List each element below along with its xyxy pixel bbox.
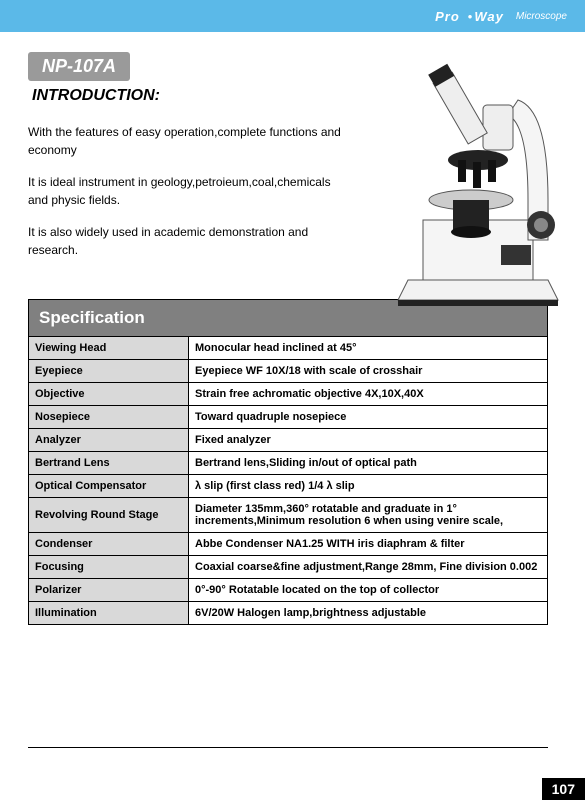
spec-label: Illumination (29, 602, 189, 625)
spec-row: Bertrand LensBertrand lens,Sliding in/ou… (29, 452, 548, 475)
intro-p2: It is ideal instrument in geology,petroi… (28, 173, 348, 209)
spec-label: Polarizer (29, 579, 189, 602)
spec-label: Revolving Round Stage (29, 498, 189, 533)
page-content: NP-107A INTRODUCTION: With the features … (0, 32, 585, 625)
spec-value: Abbe Condenser NA1.25 WITH iris diaphram… (189, 533, 548, 556)
spec-row: ObjectiveStrain free achromatic objectiv… (29, 383, 548, 406)
spec-row: Revolving Round StageDiameter 135mm,360°… (29, 498, 548, 533)
spec-value: 6V/20W Halogen lamp,brightness adjustabl… (189, 602, 548, 625)
spec-label: Analyzer (29, 429, 189, 452)
spec-value: Fixed analyzer (189, 429, 548, 452)
intro-p3: It is also widely used in academic demon… (28, 223, 348, 259)
spec-row: Viewing HeadMonocular head inclined at 4… (29, 337, 548, 360)
microscope-image (393, 50, 563, 310)
spec-value: Diameter 135mm,360° rotatable and gradua… (189, 498, 548, 533)
spec-row: Optical Compensatorλ slip (first class r… (29, 475, 548, 498)
spec-label: Optical Compensator (29, 475, 189, 498)
page-number: 107 (542, 778, 585, 800)
spec-row: EyepieceEyepiece WF 10X/18 with scale of… (29, 360, 548, 383)
spec-value: Coaxial coarse&fine adjustment,Range 28m… (189, 556, 548, 579)
spec-label: Nosepiece (29, 406, 189, 429)
spec-value: 0°-90° Rotatable located on the top of c… (189, 579, 548, 602)
spec-value: Bertrand lens,Sliding in/out of optical … (189, 452, 548, 475)
bottom-divider (28, 747, 548, 748)
brand-dot: • (468, 9, 473, 24)
intro-text: With the features of easy operation,comp… (28, 123, 348, 259)
spec-label: Objective (29, 383, 189, 406)
spec-value: Eyepiece WF 10X/18 with scale of crossha… (189, 360, 548, 383)
spec-label: Viewing Head (29, 337, 189, 360)
spec-value: λ slip (first class red) 1/4 λ slip (189, 475, 548, 498)
spec-label: Focusing (29, 556, 189, 579)
spec-value: Monocular head inclined at 45° (189, 337, 548, 360)
spec-row: AnalyzerFixed analyzer (29, 429, 548, 452)
spec-label: Bertrand Lens (29, 452, 189, 475)
intro-p1: With the features of easy operation,comp… (28, 123, 348, 159)
brand-sub: Microscope (516, 11, 567, 22)
spec-row: Illumination6V/20W Halogen lamp,brightne… (29, 602, 548, 625)
spec-row: FocusingCoaxial coarse&fine adjustment,R… (29, 556, 548, 579)
header-bar: Pro • Way Microscope (0, 0, 585, 32)
spec-label: Condenser (29, 533, 189, 556)
spec-value: Toward quadruple nosepiece (189, 406, 548, 429)
brand-left: Pro (435, 9, 460, 24)
brand-right: Way (474, 9, 504, 24)
spec-row: Polarizer0°-90° Rotatable located on the… (29, 579, 548, 602)
spec-table: Specification Viewing HeadMonocular head… (28, 299, 548, 625)
model-badge: NP-107A (28, 52, 130, 81)
spec-label: Eyepiece (29, 360, 189, 383)
spec-row: NosepieceToward quadruple nosepiece (29, 406, 548, 429)
spec-value: Strain free achromatic objective 4X,10X,… (189, 383, 548, 406)
spec-row: CondenserAbbe Condenser NA1.25 WITH iris… (29, 533, 548, 556)
